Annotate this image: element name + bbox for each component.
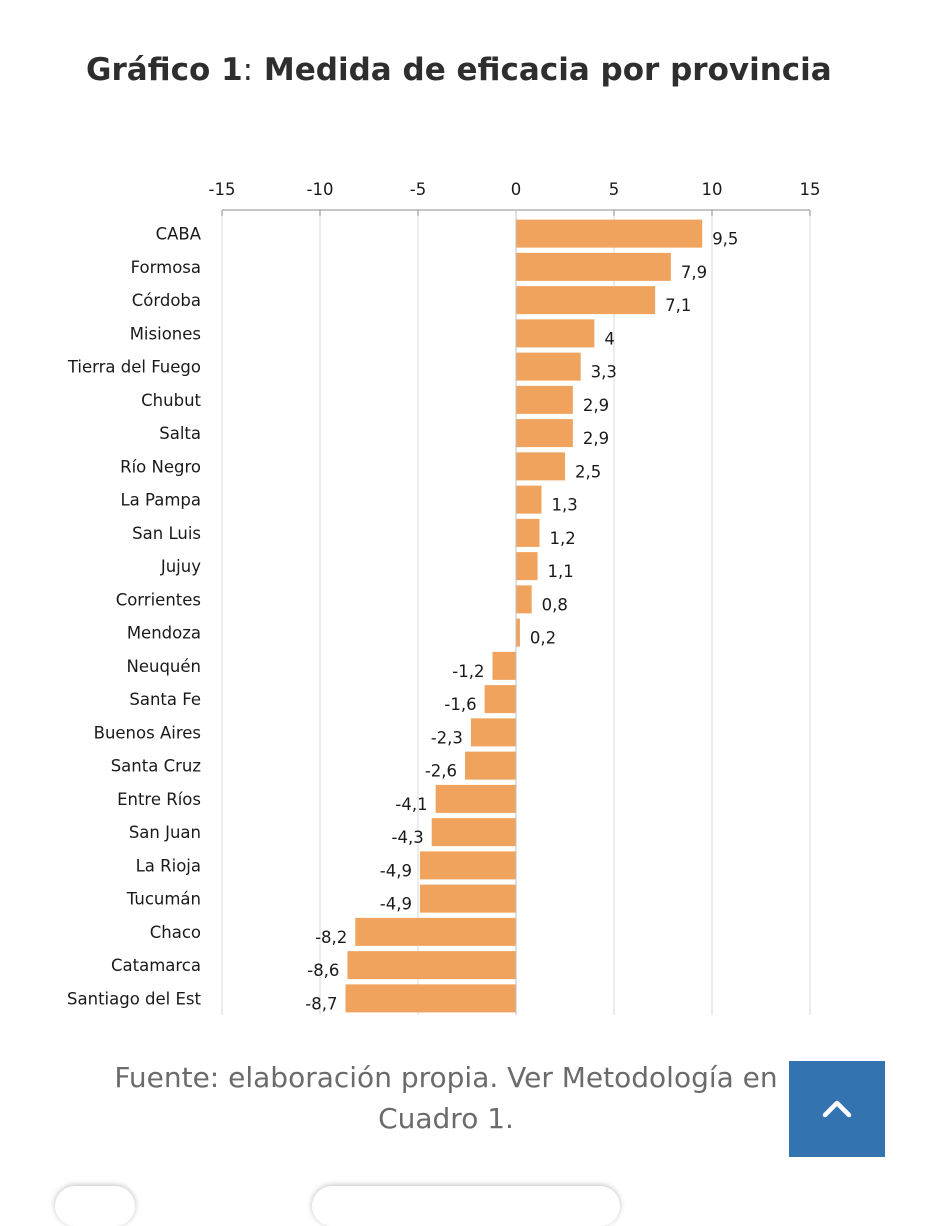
category-label: Santa Cruz xyxy=(111,757,201,776)
data-label: -8,7 xyxy=(305,994,337,1013)
category-label: CABA xyxy=(156,225,202,244)
bar xyxy=(516,419,573,448)
category-label: Santiago del Est xyxy=(67,989,201,1008)
back-to-top-button[interactable] xyxy=(789,1061,885,1157)
category-label: Tucumán xyxy=(126,890,201,909)
bar xyxy=(435,784,516,813)
data-label: 3,3 xyxy=(591,363,617,382)
figure-caption: Fuente: elaboración propia. Ver Metodolo… xyxy=(114,1061,778,1135)
data-label: 0,2 xyxy=(530,629,556,648)
bottom-nav-button-left[interactable] xyxy=(55,1186,135,1226)
bar xyxy=(516,552,538,581)
data-label: -4,9 xyxy=(380,861,412,880)
bar xyxy=(492,651,516,680)
chart-data-labels: 9,5 7,9 7,1 4 3,3 2,9 2,9 2,5 1,3 1,2 1,1 0,8 0,2 -1,… xyxy=(305,230,738,1014)
chart-title: Gráfico 1: Medida de eficacia por provin… xyxy=(86,52,832,88)
bar xyxy=(516,385,573,414)
axis-tick-label: 10 xyxy=(702,180,723,199)
category-label: Catamarca xyxy=(111,956,201,975)
chart-title-separator: : xyxy=(242,52,254,88)
category-label: Río Negro xyxy=(120,457,201,476)
category-label: Entre Ríos xyxy=(117,790,201,809)
category-label: Buenos Aires xyxy=(94,723,201,742)
category-label: Tierra del Fuego xyxy=(67,358,201,377)
axis-tick-label: 0 xyxy=(511,180,522,199)
data-label: 9,5 xyxy=(712,230,738,249)
axis-tick-label: -5 xyxy=(410,180,426,199)
category-label: Misiones xyxy=(130,324,201,343)
bar xyxy=(355,917,516,946)
bar xyxy=(419,884,516,913)
category-label: Salta xyxy=(159,424,201,443)
data-label: -1,6 xyxy=(444,695,476,714)
bar xyxy=(516,352,581,381)
data-label: 2,9 xyxy=(583,396,609,415)
bar xyxy=(516,618,520,647)
data-label: -8,2 xyxy=(315,928,347,947)
category-label: Mendoza xyxy=(127,624,201,643)
category-label: Córdoba xyxy=(132,291,201,310)
data-label: -4,1 xyxy=(395,795,427,814)
chart-title-bold: Gráfico 1 xyxy=(86,52,243,88)
bar xyxy=(516,452,565,481)
axis-tick-label: -10 xyxy=(307,180,334,199)
category-label: Jujuy xyxy=(160,557,201,576)
category-label: Chubut xyxy=(141,391,201,410)
bar xyxy=(516,485,542,514)
data-label: 0,8 xyxy=(542,595,568,614)
category-label: Formosa xyxy=(131,258,201,277)
bar xyxy=(484,685,516,714)
axis-tick-label: -15 xyxy=(209,180,236,199)
category-label: Neuquén xyxy=(127,657,202,676)
bar xyxy=(516,319,595,348)
bar xyxy=(345,984,516,1013)
chart-axis-ticks: -15 -10 -5 0 5 10 15 xyxy=(209,180,821,1015)
chart-bars xyxy=(345,219,703,1013)
data-label: 1,1 xyxy=(548,562,574,581)
bar xyxy=(470,718,516,747)
bar xyxy=(516,286,656,315)
data-label: 7,1 xyxy=(665,296,691,315)
bar xyxy=(465,751,516,780)
bar xyxy=(516,219,703,248)
category-label: San Luis xyxy=(132,524,201,543)
bottom-nav-button-center[interactable] xyxy=(312,1186,620,1226)
category-label: Chaco xyxy=(150,923,201,942)
category-label: San Juan xyxy=(129,823,201,842)
chevron-up-icon xyxy=(822,1098,852,1121)
data-label: 2,5 xyxy=(575,462,601,481)
bar xyxy=(347,951,516,980)
data-label: 1,3 xyxy=(551,496,577,515)
data-label: -2,3 xyxy=(431,728,463,747)
bar xyxy=(516,252,671,281)
chart-title-text: Medida de eficacia por provincia xyxy=(253,52,832,88)
axis-tick-label: 15 xyxy=(800,180,821,199)
bar xyxy=(516,585,532,614)
bar-chart: -15 -10 -5 0 5 10 15 CABA Formosa Córdoba Misione… xyxy=(67,180,821,1015)
data-label: 1,2 xyxy=(550,529,576,548)
bar xyxy=(431,818,516,847)
data-label: -4,9 xyxy=(380,895,412,914)
category-label: Corrientes xyxy=(116,590,201,609)
bar xyxy=(419,851,516,880)
data-label: -1,2 xyxy=(452,662,484,681)
category-label: Santa Fe xyxy=(129,690,201,709)
category-label: La Rioja xyxy=(136,856,201,875)
data-label: 2,9 xyxy=(583,429,609,448)
axis-tick-label: 5 xyxy=(609,180,620,199)
data-label: 4 xyxy=(604,329,615,348)
data-label: 7,9 xyxy=(681,263,707,282)
data-label: -8,6 xyxy=(307,961,339,980)
chart-category-labels: CABA Formosa Córdoba Misiones Tierra del Fue… xyxy=(67,225,202,1009)
data-label: -4,3 xyxy=(392,828,424,847)
category-label: La Pampa xyxy=(120,491,201,510)
chevron-up-icon-shape xyxy=(822,1100,852,1117)
bar xyxy=(516,518,540,547)
data-label: -2,6 xyxy=(425,762,457,781)
